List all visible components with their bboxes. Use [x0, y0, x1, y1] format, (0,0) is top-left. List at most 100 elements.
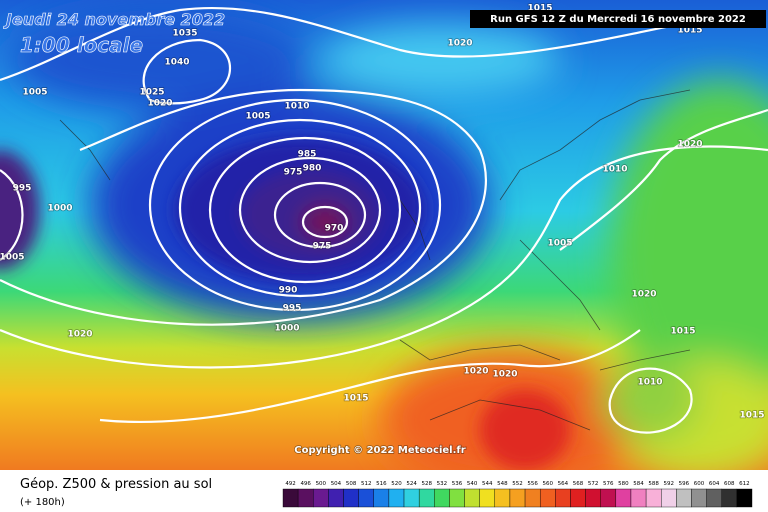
colorbar-label: 584 — [633, 481, 644, 487]
colorbar-cell — [736, 488, 753, 508]
colorbar-label: 544 — [482, 481, 493, 487]
isobar-label: 1020 — [67, 330, 92, 340]
colorbar-label: 508 — [346, 481, 357, 487]
map-field — [0, 0, 768, 490]
colorbar-cell — [630, 488, 647, 508]
colorbar-cell — [615, 488, 632, 508]
colorbar-cell — [494, 488, 511, 508]
colorbar-label: 612 — [739, 481, 750, 487]
footer-lead: (+ 180h) — [20, 497, 65, 508]
isobar-label: 1035 — [172, 29, 197, 39]
colorbar-cell — [418, 488, 435, 508]
isobar-label: 975 — [284, 168, 303, 178]
colorbar-label: 588 — [648, 481, 659, 487]
colorbar-cell — [343, 488, 359, 508]
colorbar-label: 568 — [573, 481, 584, 487]
colorbar-label: 580 — [618, 481, 629, 487]
isobar-label: 1005 — [0, 253, 25, 263]
colorbar-label: 600 — [694, 481, 705, 487]
isobars — [0, 6, 768, 434]
isobar-label: 1020 — [631, 290, 656, 300]
colorbar-label: 536 — [452, 481, 463, 487]
colorbar-label: 592 — [664, 481, 675, 487]
isobar-label: 1015 — [343, 394, 368, 404]
colorbar: 492 496 500 504 508 512 516 520 524 528 532 536 540 5… — [282, 481, 753, 508]
colorbar-label: 504 — [331, 481, 342, 487]
colorbar-cell — [282, 488, 299, 508]
colorbar-label: 564 — [558, 481, 569, 487]
colorbar-cell — [313, 488, 329, 508]
colorbar-cell — [570, 488, 586, 508]
colorbar-label: 512 — [361, 481, 372, 487]
colorbar-cell — [585, 488, 601, 508]
isobar-label: 1000 — [47, 204, 72, 214]
colorbar-label: 520 — [391, 481, 402, 487]
colorbar-label: 608 — [724, 481, 735, 487]
colorbar-label: 572 — [588, 481, 599, 487]
isobar-label: 970 — [325, 224, 344, 234]
isobar-label: 1015 — [527, 4, 552, 14]
colorbar-cell — [373, 488, 390, 508]
colorbar-label: 576 — [603, 481, 614, 487]
colorbar-cell — [328, 488, 344, 508]
isobar-label: 980 — [303, 164, 322, 174]
isobar-label: 1000 — [274, 324, 299, 334]
colorbar-label: 516 — [376, 481, 387, 487]
isobar-label: 1020 — [677, 140, 702, 150]
colorbar-label: 528 — [421, 481, 432, 487]
isobar-label: 995 — [283, 304, 302, 314]
isobar-label: 995 — [13, 184, 32, 194]
colorbar-label: 604 — [709, 481, 720, 487]
isobar-label: 1025 — [139, 88, 164, 98]
colorbar-cell — [388, 488, 405, 508]
colorbar-cell — [524, 488, 541, 508]
isobar-label: 1015 — [677, 26, 702, 36]
colorbar-cell — [449, 488, 465, 508]
colorbar-cell — [509, 488, 526, 508]
colorbar-label: 596 — [679, 481, 690, 487]
colorbar-label: 560 — [543, 481, 554, 487]
colorbar-cell — [600, 488, 617, 508]
colorbar-cell — [358, 488, 374, 508]
colorbar-label: 532 — [437, 481, 448, 487]
colorbar-label: 496 — [300, 481, 311, 487]
colorbar-cell — [555, 488, 571, 508]
colorbar-cell — [706, 488, 722, 508]
isobar-labels: 1015103510401025102010051020101510101005… — [0, 3, 765, 422]
isobar-label: 1005 — [547, 239, 572, 249]
colorbar-cell — [721, 488, 738, 508]
isobar-label: 1005 — [245, 112, 270, 122]
colorbar-label: 500 — [316, 481, 327, 487]
forecast-time: 1:00 locale — [20, 33, 143, 57]
colorbar-label: 492 — [285, 481, 296, 487]
isobar-label: 1020 — [463, 367, 488, 377]
copyright: Copyright © 2022 Meteociel.fr — [294, 445, 465, 456]
isobar-label: 1015 — [670, 327, 695, 337]
colorbar-cell — [676, 488, 692, 508]
isobar-label: 1010 — [602, 165, 627, 175]
run-box — [470, 10, 766, 28]
colorbar-label: 548 — [497, 481, 508, 487]
isobar-label: 985 — [298, 150, 317, 160]
isobar-label: 990 — [279, 286, 298, 296]
isobar-label: 1015 — [739, 411, 764, 421]
header-title: Jeudi 24 novembre 2022 1:00 locale — [3, 10, 226, 58]
colorbar-label: 556 — [527, 481, 538, 487]
isobar-label: 1020 — [492, 370, 517, 380]
colorbar-cell — [645, 488, 662, 508]
footer-title: Géop. Z500 & pression au sol — [20, 477, 212, 492]
colorbar-cell — [464, 488, 480, 508]
colorbar-cell — [691, 488, 707, 508]
colorbar-label: 552 — [512, 481, 523, 487]
isobar-label: 1005 — [22, 88, 47, 98]
isobar-label: 975 — [313, 242, 332, 252]
isobar-label: 1010 — [637, 378, 662, 388]
colorbar-cell — [661, 488, 677, 508]
colorbar-cell — [434, 488, 450, 508]
isobar-label: 1020 — [447, 39, 472, 49]
colorbar-label: 524 — [406, 481, 417, 487]
colorbar-label: 540 — [467, 481, 478, 487]
colorbar-cell — [403, 488, 420, 508]
colorbar-cell — [479, 488, 496, 508]
